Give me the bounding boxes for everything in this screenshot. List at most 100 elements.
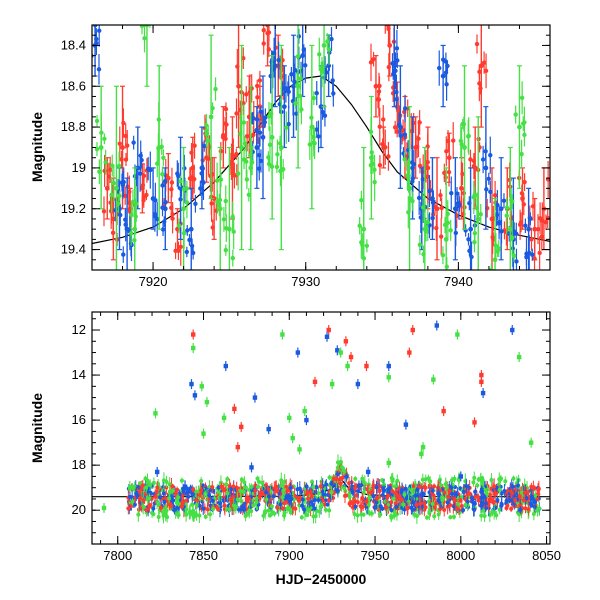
full-point xyxy=(242,507,247,512)
full-point xyxy=(179,478,184,483)
zoom-point xyxy=(420,177,425,182)
zoom-point xyxy=(477,81,482,86)
zoom-point xyxy=(178,244,183,250)
zoom-point xyxy=(483,165,489,171)
full-outlier-point xyxy=(441,408,446,414)
zoom-point xyxy=(286,89,291,94)
zoom-point xyxy=(393,68,398,74)
full-point xyxy=(205,507,210,512)
full-point xyxy=(306,508,311,513)
zoom-point xyxy=(314,127,319,132)
zoom-point xyxy=(462,145,467,150)
full-point xyxy=(537,506,542,511)
zoom-point xyxy=(97,28,102,33)
zoom-point xyxy=(141,173,147,179)
full-point xyxy=(512,494,517,499)
full-point xyxy=(338,481,343,486)
zoom-point xyxy=(504,213,509,218)
full-point xyxy=(282,479,287,484)
zoom-point xyxy=(223,198,228,204)
zoom-point xyxy=(532,256,537,261)
full-point xyxy=(167,502,172,507)
zoom-point xyxy=(394,46,400,51)
zoom-point xyxy=(425,219,431,225)
full-point xyxy=(130,499,135,504)
zoom-point xyxy=(221,132,226,138)
zoom-point xyxy=(160,205,165,210)
zoom-point xyxy=(266,30,272,35)
full-point xyxy=(158,495,163,500)
full-point xyxy=(397,496,402,501)
zoom-point xyxy=(467,248,472,254)
full-point xyxy=(191,487,196,492)
zoom-point xyxy=(248,153,253,158)
full-point xyxy=(442,490,447,495)
zoom-point xyxy=(434,225,439,231)
zoom-point xyxy=(293,101,298,106)
full-point xyxy=(241,489,246,494)
full-point xyxy=(186,494,191,499)
full-point xyxy=(444,485,449,490)
full-point xyxy=(247,505,252,510)
zoom-point xyxy=(410,179,415,184)
zoom-ytick-label: 19.4 xyxy=(61,242,86,257)
full-point xyxy=(144,507,149,512)
full-ytick-label: 12 xyxy=(72,322,86,337)
zoom-point xyxy=(427,188,432,194)
full-point xyxy=(174,500,179,505)
full-point xyxy=(244,485,249,490)
full-point xyxy=(365,487,370,492)
zoom-point xyxy=(142,36,147,41)
zoom-point xyxy=(448,228,453,233)
full-point xyxy=(282,501,287,506)
zoom-point xyxy=(152,212,158,217)
zoom-point xyxy=(386,154,391,159)
zoom-point xyxy=(128,231,134,236)
full-point xyxy=(318,484,323,489)
zoom-point xyxy=(238,131,243,136)
zoom-point xyxy=(488,189,493,195)
zoom-point xyxy=(402,106,408,111)
full-point xyxy=(279,478,284,483)
full-point xyxy=(126,506,131,511)
zoom-point xyxy=(392,125,398,130)
full-point xyxy=(235,497,240,502)
zoom-point xyxy=(472,239,477,245)
full-point xyxy=(390,489,395,494)
full-outlier-point xyxy=(266,426,271,432)
zoom-point xyxy=(96,67,102,72)
full-point xyxy=(449,478,454,483)
zoom-point xyxy=(372,167,377,172)
full-xtick-label: 7900 xyxy=(275,548,304,563)
full-point xyxy=(371,494,376,499)
full-point xyxy=(238,489,243,494)
full-point xyxy=(280,506,285,511)
zoom-point xyxy=(110,216,116,222)
zoom-point xyxy=(139,25,145,29)
zoom-point xyxy=(94,146,100,152)
zoom-point xyxy=(423,229,429,234)
zoom-point xyxy=(182,166,187,171)
full-point xyxy=(433,501,438,506)
full-point xyxy=(161,478,166,483)
zoom-point xyxy=(214,178,220,183)
full-point xyxy=(194,512,199,517)
full-point xyxy=(231,484,236,489)
zoom-point xyxy=(206,138,211,143)
zoom-point xyxy=(275,152,280,157)
full-point xyxy=(531,512,536,517)
zoom-point xyxy=(488,152,493,158)
zoom-ytick-label: 18.8 xyxy=(61,119,86,134)
full-point xyxy=(529,494,534,499)
full-point xyxy=(151,480,156,485)
zoom-point xyxy=(271,51,277,56)
full-point xyxy=(367,495,372,500)
zoom-point xyxy=(257,130,263,135)
full-point xyxy=(183,486,188,491)
zoom-point xyxy=(329,36,334,42)
full-point xyxy=(155,485,160,490)
zoom-point xyxy=(468,157,473,162)
zoom-point xyxy=(131,140,136,145)
full-point xyxy=(140,483,145,488)
full-point xyxy=(239,498,244,503)
